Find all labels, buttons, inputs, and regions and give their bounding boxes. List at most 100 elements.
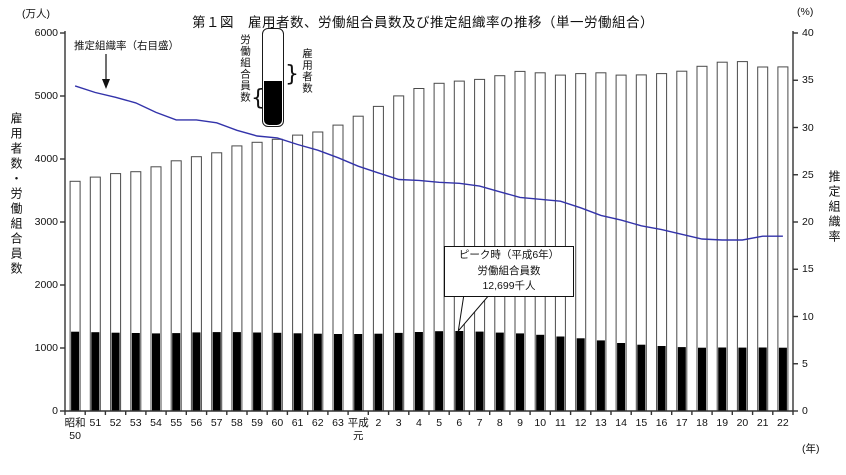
legend-employees-label: 雇用者数 — [301, 48, 313, 94]
union-members-bar — [152, 333, 160, 411]
x-axis-category-label: 21 — [756, 417, 769, 429]
union-members-bar — [778, 347, 787, 411]
union-members-bar — [657, 346, 666, 411]
x-axis-category-label: 6 — [456, 417, 463, 429]
right-axis-tick-label: 5 — [802, 357, 808, 370]
union-members-bar — [232, 332, 241, 411]
x-axis-category-label: 63 — [332, 417, 344, 429]
peak-callout-line2: 労働組合員数 — [477, 264, 541, 277]
x-axis-category-label: 13 — [595, 417, 607, 429]
x-axis-unit-label: (年) — [802, 443, 820, 455]
x-axis-category-label: 平成 元 — [347, 417, 369, 442]
union-members-bar — [435, 331, 444, 411]
union-members-bar — [516, 333, 524, 411]
x-axis-category-label: 4 — [415, 417, 422, 429]
right-axis-title: 推定組織率 — [827, 170, 841, 245]
union-members-bar — [758, 347, 767, 411]
left-axis-title: 雇用者数・労働組合員数 — [9, 112, 23, 277]
union-members-bar — [273, 332, 282, 411]
right-axis-tick-label: 20 — [802, 216, 814, 228]
x-axis-category-label: 19 — [716, 417, 729, 429]
x-axis-category-label: 62 — [311, 417, 324, 429]
x-axis-category-label: 14 — [615, 417, 627, 429]
union-members-bar — [414, 332, 423, 411]
union-members-bar — [455, 331, 464, 411]
x-axis-category-label: 16 — [655, 417, 668, 429]
union-members-bar — [536, 334, 545, 411]
union-members-bar — [111, 332, 120, 411]
x-axis-category-label: 60 — [271, 417, 284, 429]
left-axis-tick-label: 1000 — [34, 342, 58, 354]
union-members-bar — [617, 343, 626, 411]
x-axis-category-label: 7 — [476, 417, 483, 429]
x-axis-category-label: 54 — [150, 417, 162, 429]
union-members-bar — [677, 347, 686, 411]
chart-title: 第１図 雇用者数、労働組合員数及び推定組織率の推移（単一労働組合） — [192, 15, 654, 30]
union-members-bar — [212, 332, 221, 411]
right-axis-tick-label: 35 — [802, 74, 814, 87]
union-members-bar — [576, 338, 585, 411]
union-members-bar — [71, 331, 80, 411]
union-members-bar — [596, 340, 605, 411]
union-members-bar — [394, 332, 403, 411]
union-members-bar — [495, 332, 504, 411]
rate-series-label: 推定組織率（右目盛） — [74, 40, 179, 52]
union-members-bar — [354, 334, 363, 411]
x-axis-category-label: 57 — [210, 417, 223, 429]
union-members-bar — [253, 332, 262, 411]
x-axis-category-label: 8 — [496, 417, 503, 429]
union-members-bar — [293, 333, 302, 411]
right-axis-tick-label: 15 — [802, 263, 814, 276]
union-members-bar — [334, 334, 342, 411]
legend-union-fill-swatch — [264, 81, 282, 125]
left-axis-tick-label: 2000 — [34, 279, 58, 291]
x-axis-category-label: 51 — [89, 417, 102, 429]
left-axis-tick-label: 3000 — [34, 216, 58, 228]
x-axis-category-label: 20 — [736, 417, 749, 429]
right-axis-tick-label: 10 — [802, 310, 814, 323]
x-axis-category-label: 18 — [696, 417, 708, 429]
x-axis-category-label: 3 — [395, 417, 402, 429]
x-axis-category-label: 59 — [251, 417, 263, 429]
union-members-bar — [718, 347, 727, 411]
x-axis-category-label: 15 — [635, 417, 648, 429]
x-axis-category-label: 9 — [517, 417, 523, 429]
union-members-bar — [556, 336, 565, 411]
legend-union-members-label: 労働組合員数 — [239, 34, 251, 103]
bars-layer — [69, 61, 789, 412]
union-members-bar — [192, 332, 201, 411]
union-members-bar — [738, 347, 747, 411]
right-axis-unit-label: (%) — [797, 6, 814, 18]
right-axis-tick-label: 25 — [802, 168, 814, 181]
x-axis-category-label: 10 — [534, 417, 547, 429]
right-axis-tick-label: 30 — [802, 121, 814, 134]
right-axis-tick-label: 0 — [802, 405, 808, 417]
x-axis-category-label: 61 — [291, 417, 304, 429]
union-members-bar — [374, 333, 383, 411]
x-axis-category-label: 53 — [129, 417, 142, 429]
x-axis-category-label: 55 — [170, 417, 183, 429]
x-axis-category-label: 昭和 50 — [64, 417, 86, 442]
x-axis-category-label: 2 — [375, 417, 382, 429]
axes-layer — [60, 31, 798, 415]
peak-callout-line1: ピーク時（平成6年） — [458, 249, 560, 261]
rate-label-arrowhead — [102, 79, 110, 89]
left-axis-tick-label: 0 — [52, 405, 58, 417]
union-members-bar — [475, 331, 484, 411]
legend-employees-brace: } — [285, 62, 299, 87]
peak-callout: ピーク時（平成6年） 労働組合員数 12,699千人 — [444, 246, 574, 297]
legend: 労働組合員数 { } 雇用者数 — [236, 26, 336, 134]
peak-callout-line3: 12,699千人 — [482, 280, 536, 292]
union-members-bar — [313, 333, 322, 411]
left-axis-tick-label: 5000 — [34, 90, 58, 102]
x-axis-category-label: 22 — [777, 417, 789, 429]
union-members-bar — [637, 344, 646, 411]
legend-bar-sample — [262, 28, 284, 127]
left-axis-unit-label: (万人) — [22, 8, 50, 20]
union-members-bar — [91, 332, 100, 411]
left-axis-tick-label: 4000 — [34, 153, 58, 165]
left-axis-tick-label: 6000 — [34, 27, 58, 39]
x-axis-category-label: 17 — [675, 417, 688, 429]
x-axis-category-label: 58 — [231, 417, 243, 429]
